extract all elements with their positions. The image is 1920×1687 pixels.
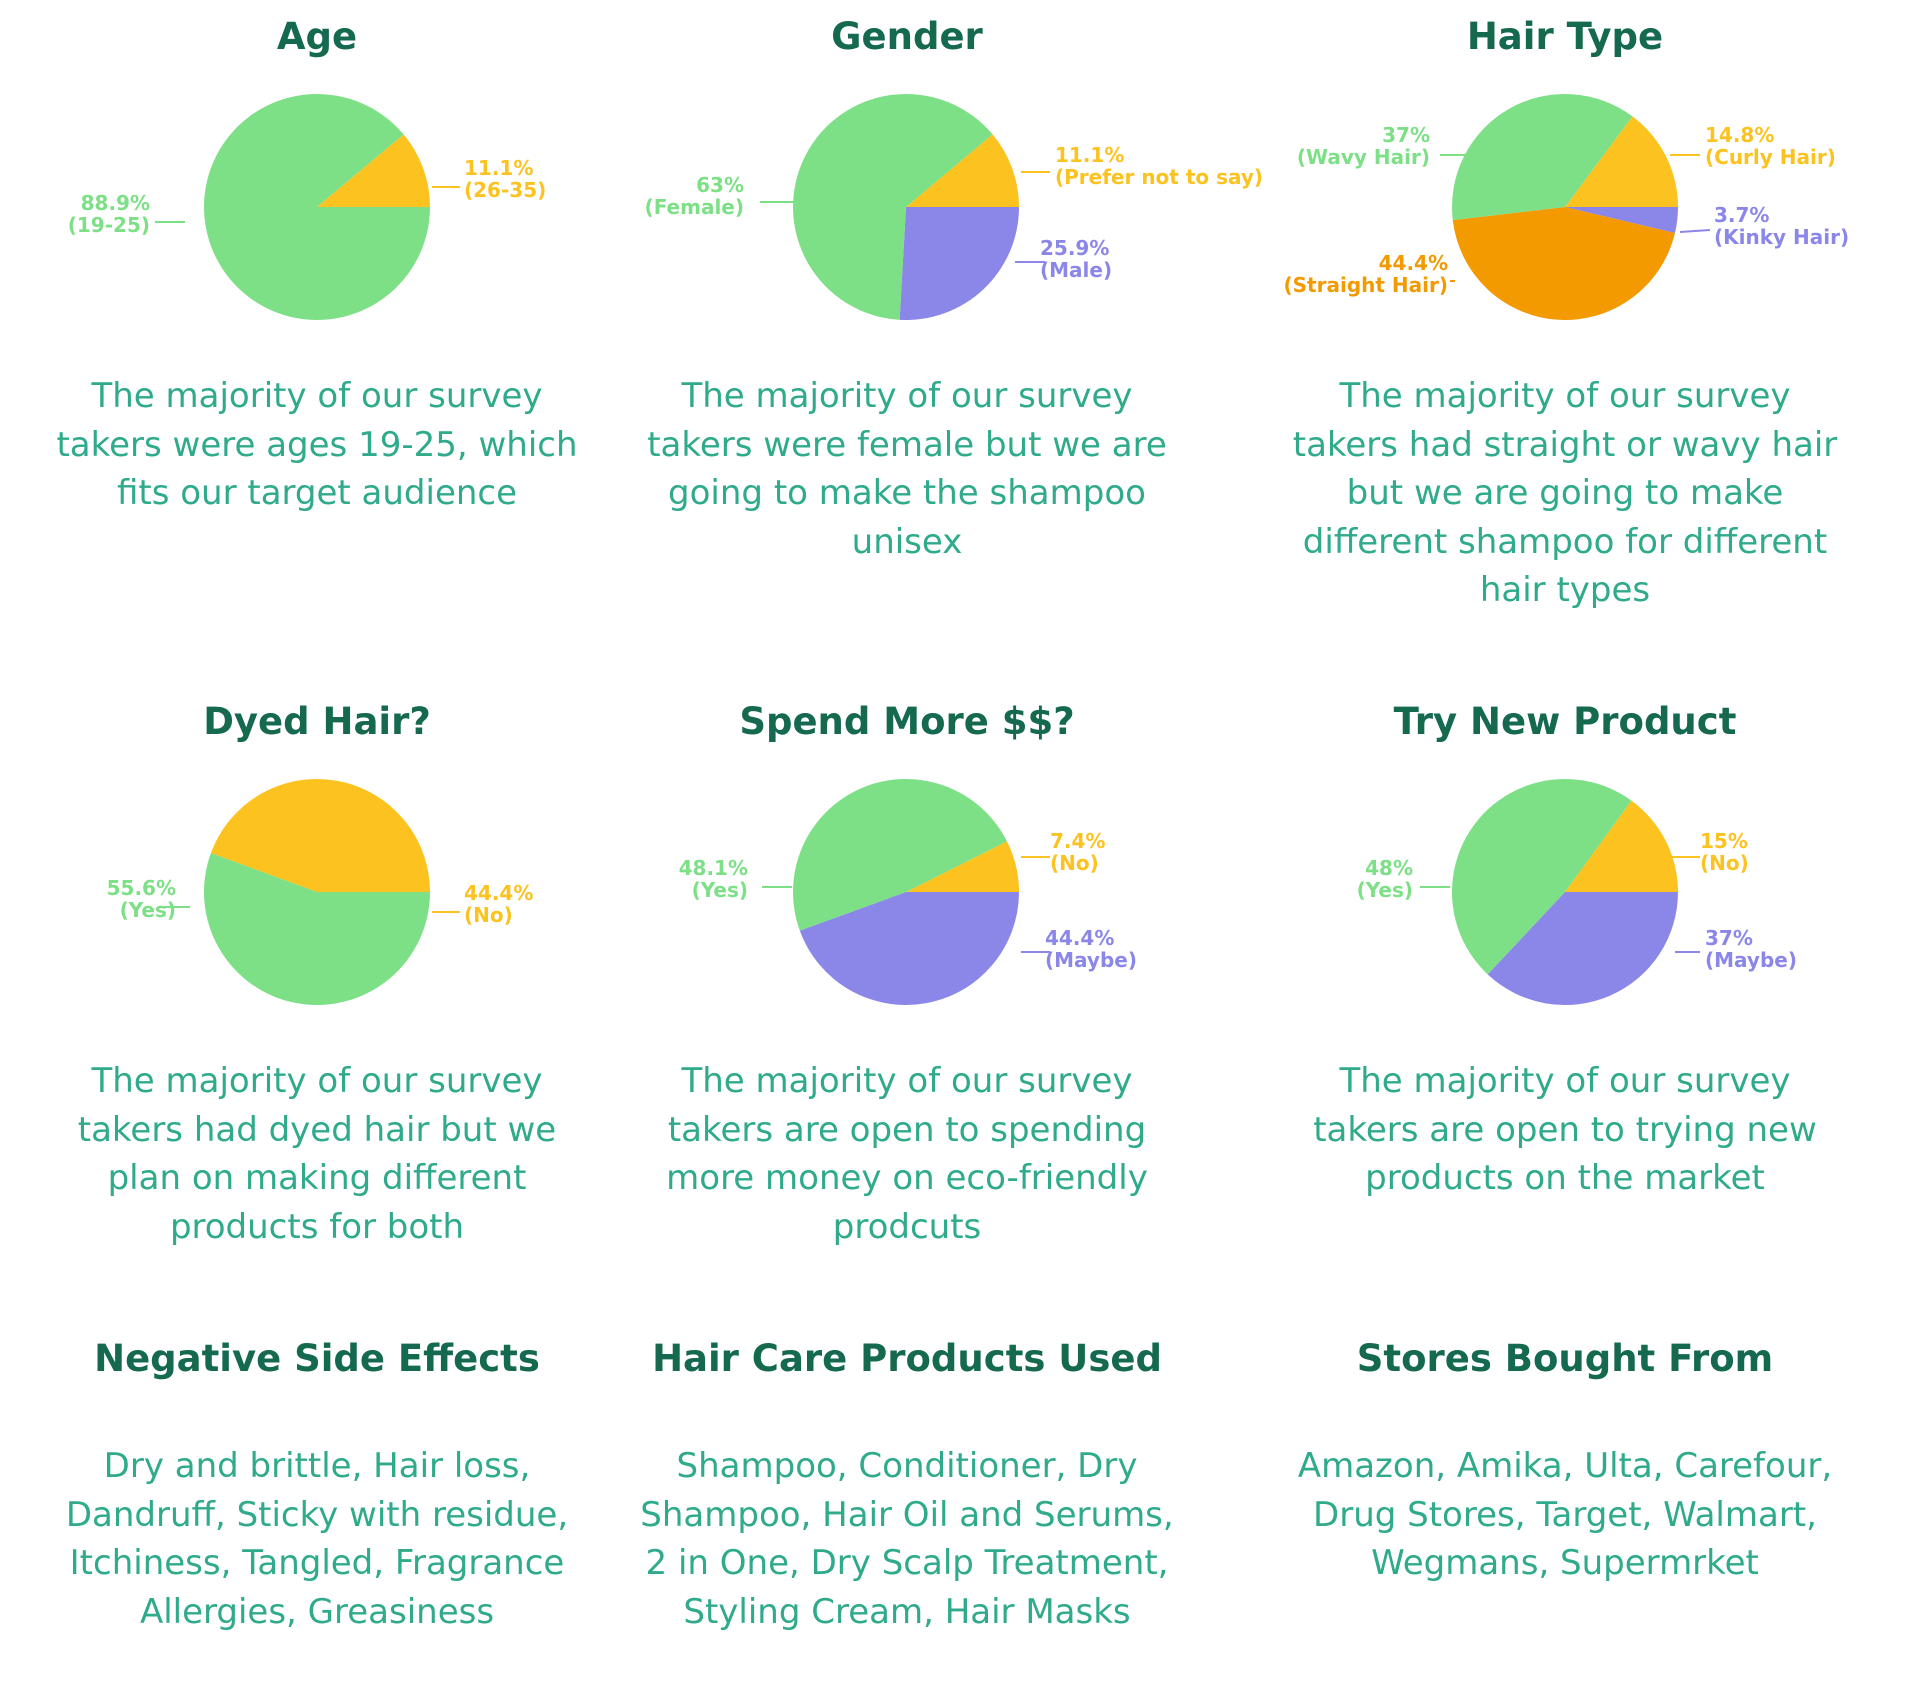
pie-3-label-pct-0: 44.4% xyxy=(464,881,533,905)
chart-title-try-new-product: Try New Product xyxy=(1393,700,1737,743)
pie-1-slice-1 xyxy=(899,207,1019,320)
pie-3-slice-1 xyxy=(204,853,430,1006)
section-text-negative-side-effects: Dry and brittle, Hair loss, Dandruff, St… xyxy=(65,1446,569,1632)
pie-4-label-name-1: (Maybe) xyxy=(1045,948,1137,972)
pie-4-slice-2 xyxy=(793,779,1007,931)
section-title-hair-care-products: Hair Care Products Used xyxy=(652,1337,1162,1380)
pie-2-label-name-1: (Kinky Hair) xyxy=(1714,225,1849,249)
pie-3-slice-0 xyxy=(210,778,430,892)
pie-4-label-name-0: (No) xyxy=(1050,851,1099,875)
pie-1-slice-2 xyxy=(793,94,993,320)
pie-5-slice-1 xyxy=(1487,892,1678,1006)
pie-3-label-pct-1: 55.6% xyxy=(107,876,176,900)
pie-4-label-name-2: (Yes) xyxy=(692,878,748,902)
pie-2-slice-0 xyxy=(1565,116,1678,207)
pie-2-leader-1 xyxy=(1679,229,1711,233)
pie-5-slice-0 xyxy=(1565,800,1678,892)
chart-description-gender: The majority of our survey takers were f… xyxy=(647,376,1167,562)
section-text-stores-bought-from: Amazon, Amika, Ulta, Carefour, Drug Stor… xyxy=(1297,1446,1833,1583)
chart-description-spend-more: The majority of our survey takers are op… xyxy=(666,1061,1148,1247)
pie-4-slice-1 xyxy=(799,892,1019,1005)
pie-2-label-pct-3: 37% xyxy=(1382,123,1430,147)
chart-description-try-new-product: The majority of our survey takers are op… xyxy=(1313,1061,1817,1198)
chart-title-spend-more: Spend More $$? xyxy=(739,700,1075,743)
pie-0-label-pct-1: 88.9% xyxy=(81,191,150,215)
chart-title-age: Age xyxy=(276,15,358,58)
pie-4-label-pct-2: 48.1% xyxy=(679,856,748,880)
pie-1-label-pct-0: 11.1% xyxy=(1055,143,1124,167)
pie-2-slice-3 xyxy=(1452,94,1633,221)
pie-2-label-name-0: (Curly Hair) xyxy=(1705,145,1836,169)
pie-1-label-name-0: (Prefer not to say) xyxy=(1055,165,1263,189)
pie-5-label-pct-1: 37% xyxy=(1705,926,1753,950)
section-title-negative-side-effects: Negative Side Effects xyxy=(94,1337,540,1380)
section-title-stores-bought-from: Stores Bought From xyxy=(1356,1337,1774,1380)
pie-0-slice-1 xyxy=(204,94,430,321)
pie-0-label-name-1: (19-25) xyxy=(68,213,150,237)
pie-3-label-name-0: (No) xyxy=(464,903,513,927)
pie-2-label-pct-1: 3.7% xyxy=(1714,203,1769,227)
pie-2-slice-1 xyxy=(1565,207,1678,234)
pie-5-label-pct-2: 48% xyxy=(1365,856,1413,880)
pie-2-label-pct-2: 44.4% xyxy=(1379,251,1448,275)
pie-5-label-name-2: (Yes) xyxy=(1357,878,1413,902)
pie-5-label-name-0: (No) xyxy=(1700,851,1749,875)
pie-3-label-name-1: (Yes) xyxy=(120,898,176,922)
pie-1-label-pct-2: 63% xyxy=(696,173,744,197)
chart-description-dyed-hair: The majority of our survey takers had dy… xyxy=(77,1061,557,1247)
pie-0-label-name-0: (26-35) xyxy=(464,178,546,202)
pie-1-label-name-2: (Female) xyxy=(645,195,744,219)
pie-0-slice-0 xyxy=(317,134,430,207)
chart-title-dyed-hair: Dyed Hair? xyxy=(203,700,431,743)
section-text-hair-care-products: Shampoo, Conditioner, Dry Shampoo, Hair … xyxy=(640,1446,1174,1632)
pie-2-label-name-2: (Straight Hair) xyxy=(1284,273,1449,297)
pie-5-label-pct-0: 15% xyxy=(1700,829,1748,853)
pie-1-label-name-1: (Male) xyxy=(1040,258,1112,282)
chart-description-age: The majority of our survey takers were a… xyxy=(56,376,578,513)
chart-description-hair-type: The majority of our survey takers had st… xyxy=(1292,376,1838,610)
pie-4-label-pct-0: 7.4% xyxy=(1050,829,1105,853)
pie-5-slice-2 xyxy=(1451,778,1632,975)
pie-4-label-pct-1: 44.4% xyxy=(1045,926,1114,950)
pie-0-label-pct-0: 11.1% xyxy=(464,156,533,180)
pie-5-label-name-1: (Maybe) xyxy=(1705,948,1797,972)
pie-2-label-pct-0: 14.8% xyxy=(1705,123,1774,147)
chart-title-gender: Gender xyxy=(831,15,983,58)
pie-1-label-pct-1: 25.9% xyxy=(1040,236,1109,260)
pie-4-slice-0 xyxy=(906,841,1019,892)
pie-2-slice-2 xyxy=(1452,207,1675,321)
chart-title-hair-type: Hair Type xyxy=(1466,15,1664,58)
pie-1-slice-0 xyxy=(906,134,1019,207)
pie-2-label-name-3: (Wavy Hair) xyxy=(1297,145,1430,169)
